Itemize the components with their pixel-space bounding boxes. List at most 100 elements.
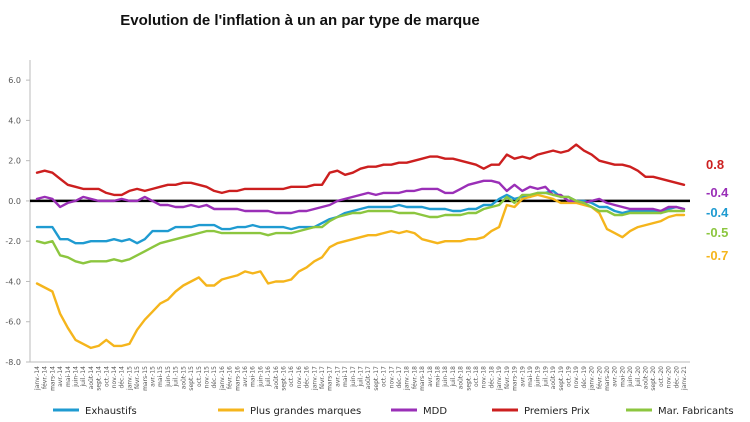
x-tick-label: oct.-20 [658, 366, 665, 387]
x-tick-label: mai-15 [157, 366, 164, 387]
y-tick-label: 2.0 [8, 157, 21, 166]
y-tick-label: -8.0 [5, 358, 21, 367]
x-tick-label: août-17 [365, 366, 372, 389]
x-tick-label: juil.-15 [173, 366, 180, 388]
x-tick-label: sept.-19 [558, 366, 565, 391]
x-tick-label: avr.-16 [242, 366, 249, 387]
x-tick-label: déc.-14 [119, 366, 126, 389]
series-line-0 [35, 189, 686, 245]
y-tick-label: 6.0 [8, 76, 21, 85]
x-tick-label: mai-19 [527, 366, 534, 387]
x-tick-label: avr.-15 [150, 366, 157, 387]
x-tick-label: oct.-18 [473, 366, 480, 387]
x-tick-label: mars-14 [49, 366, 56, 391]
x-tick-label: nov.-15 [203, 366, 210, 388]
x-tick-label: janv.-14 [34, 366, 41, 391]
x-tick-label: janv.-21 [681, 366, 688, 391]
x-tick-label: août-19 [550, 366, 557, 389]
x-tick-label: déc.-16 [304, 366, 311, 389]
x-tick-label: mars-18 [419, 366, 426, 391]
x-tick-label: sept.-16 [280, 366, 287, 391]
x-tick-label: avr.-19 [519, 366, 526, 387]
x-tick-label: janv.-16 [219, 366, 226, 391]
x-tick-label: sept.-18 [465, 366, 472, 391]
x-tick-label: juil.-19 [542, 366, 549, 388]
end-label-4: -0.5 [706, 225, 728, 240]
x-tick-label: mai-16 [250, 366, 257, 387]
x-tick-label: mai-18 [435, 366, 442, 387]
y-tick-label: -2.0 [5, 237, 21, 246]
end-label-1: -0.7 [706, 248, 728, 263]
x-tick-label: janv.-20 [589, 366, 596, 391]
x-tick-label: juil.-14 [80, 366, 87, 388]
y-tick-label: -6.0 [5, 318, 21, 327]
x-tick-label: sept.-17 [373, 366, 380, 391]
y-tick-labels: 6.0 4.0 2.0 0.0 -2.0 -4.0 -6.0 -8.0 [5, 76, 30, 367]
y-tick-label: 0.0 [8, 197, 21, 206]
x-tick-label: mars-20 [604, 366, 611, 391]
x-tick-label: mai-20 [619, 366, 626, 387]
x-tick-label: juil.-16 [265, 366, 272, 388]
x-tick-label: oct.-17 [381, 366, 388, 387]
x-tick-label: juil.-18 [450, 366, 457, 388]
x-tick-label: mars-16 [234, 366, 241, 391]
x-tick-label: juin-20 [627, 366, 634, 388]
x-tick-label: août-15 [180, 366, 187, 389]
x-tick-label: août-14 [88, 366, 95, 389]
x-tick-label: déc.-19 [581, 366, 588, 389]
x-tick-label: août-16 [273, 366, 280, 389]
x-tick-label: mai-14 [65, 366, 72, 387]
end-label-2: -0.4 [706, 185, 729, 200]
x-tick-label: juin-19 [535, 366, 542, 388]
x-tick-label: févr.-18 [411, 366, 418, 389]
legend-label-2: MDD [423, 406, 447, 417]
x-tick-label: nov.-17 [388, 366, 395, 388]
x-tick-label: avr.-17 [334, 366, 341, 387]
legend-label-4: Mar. Fabricants [658, 406, 734, 417]
x-tick-label: oct.-16 [288, 366, 295, 387]
x-tick-label: janv.-19 [496, 366, 503, 391]
x-tick-label: févr.-19 [504, 366, 511, 389]
y-tick-label: 4.0 [8, 116, 21, 125]
x-tick-label: févr.-14 [42, 366, 49, 389]
y-tick-label: -4.0 [5, 277, 21, 286]
x-tick-label: juin-15 [165, 366, 172, 388]
end-label-3: 0.8 [706, 157, 724, 172]
x-tick-label: juil.-20 [635, 366, 642, 388]
x-tick-label: sept.-15 [188, 366, 195, 391]
series-line-1 [35, 193, 686, 350]
x-tick-label: avr.-20 [612, 366, 619, 387]
x-tick-label: oct.-14 [103, 366, 110, 387]
x-tick-label: janv.-18 [404, 366, 411, 391]
x-tick-label: nov.-16 [296, 366, 303, 388]
x-tick-label: janv.-15 [126, 366, 133, 391]
series-lines [35, 143, 686, 350]
x-tick-label: févr.-17 [319, 366, 326, 389]
x-tick-label: déc.-17 [396, 366, 403, 389]
x-tick-label: juin-18 [442, 366, 449, 388]
x-tick-label: janv.-17 [311, 366, 318, 391]
x-tick-label: nov.-19 [573, 366, 580, 388]
x-tick-label: juil.-17 [358, 366, 365, 388]
legend-label-3: Premiers Prix [524, 406, 590, 417]
x-tick-label: oct.-19 [565, 366, 572, 387]
x-tick-label: févr.-15 [134, 366, 141, 389]
series-line-4 [35, 191, 686, 265]
x-tick-label: févr.-16 [227, 366, 234, 389]
x-tick-label: nov.-14 [111, 366, 118, 388]
legend-label-1: Plus grandes marques [250, 406, 361, 417]
x-tick-label: mars-19 [512, 366, 519, 391]
chart-title: Evolution de l'inflation à un an par typ… [120, 12, 479, 29]
x-tick-label: déc.-20 [673, 366, 680, 389]
legend: Exhaustifs Plus grandes marques MDD Premier… [53, 406, 734, 417]
series-line-3 [35, 143, 686, 197]
x-tick-label: nov.-18 [481, 366, 488, 388]
x-tick-label: avr.-14 [57, 366, 64, 387]
end-label-0: -0.4 [706, 205, 729, 220]
x-tick-label: mars-15 [142, 366, 149, 391]
x-tick-labels: janv.-14 févr.-14 mars-14 avr.-14 mai-14 juin… [34, 366, 688, 391]
x-tick-label: juin-14 [73, 366, 80, 388]
x-tick-label: août-18 [458, 366, 465, 389]
x-tick-label: oct.-15 [196, 366, 203, 387]
